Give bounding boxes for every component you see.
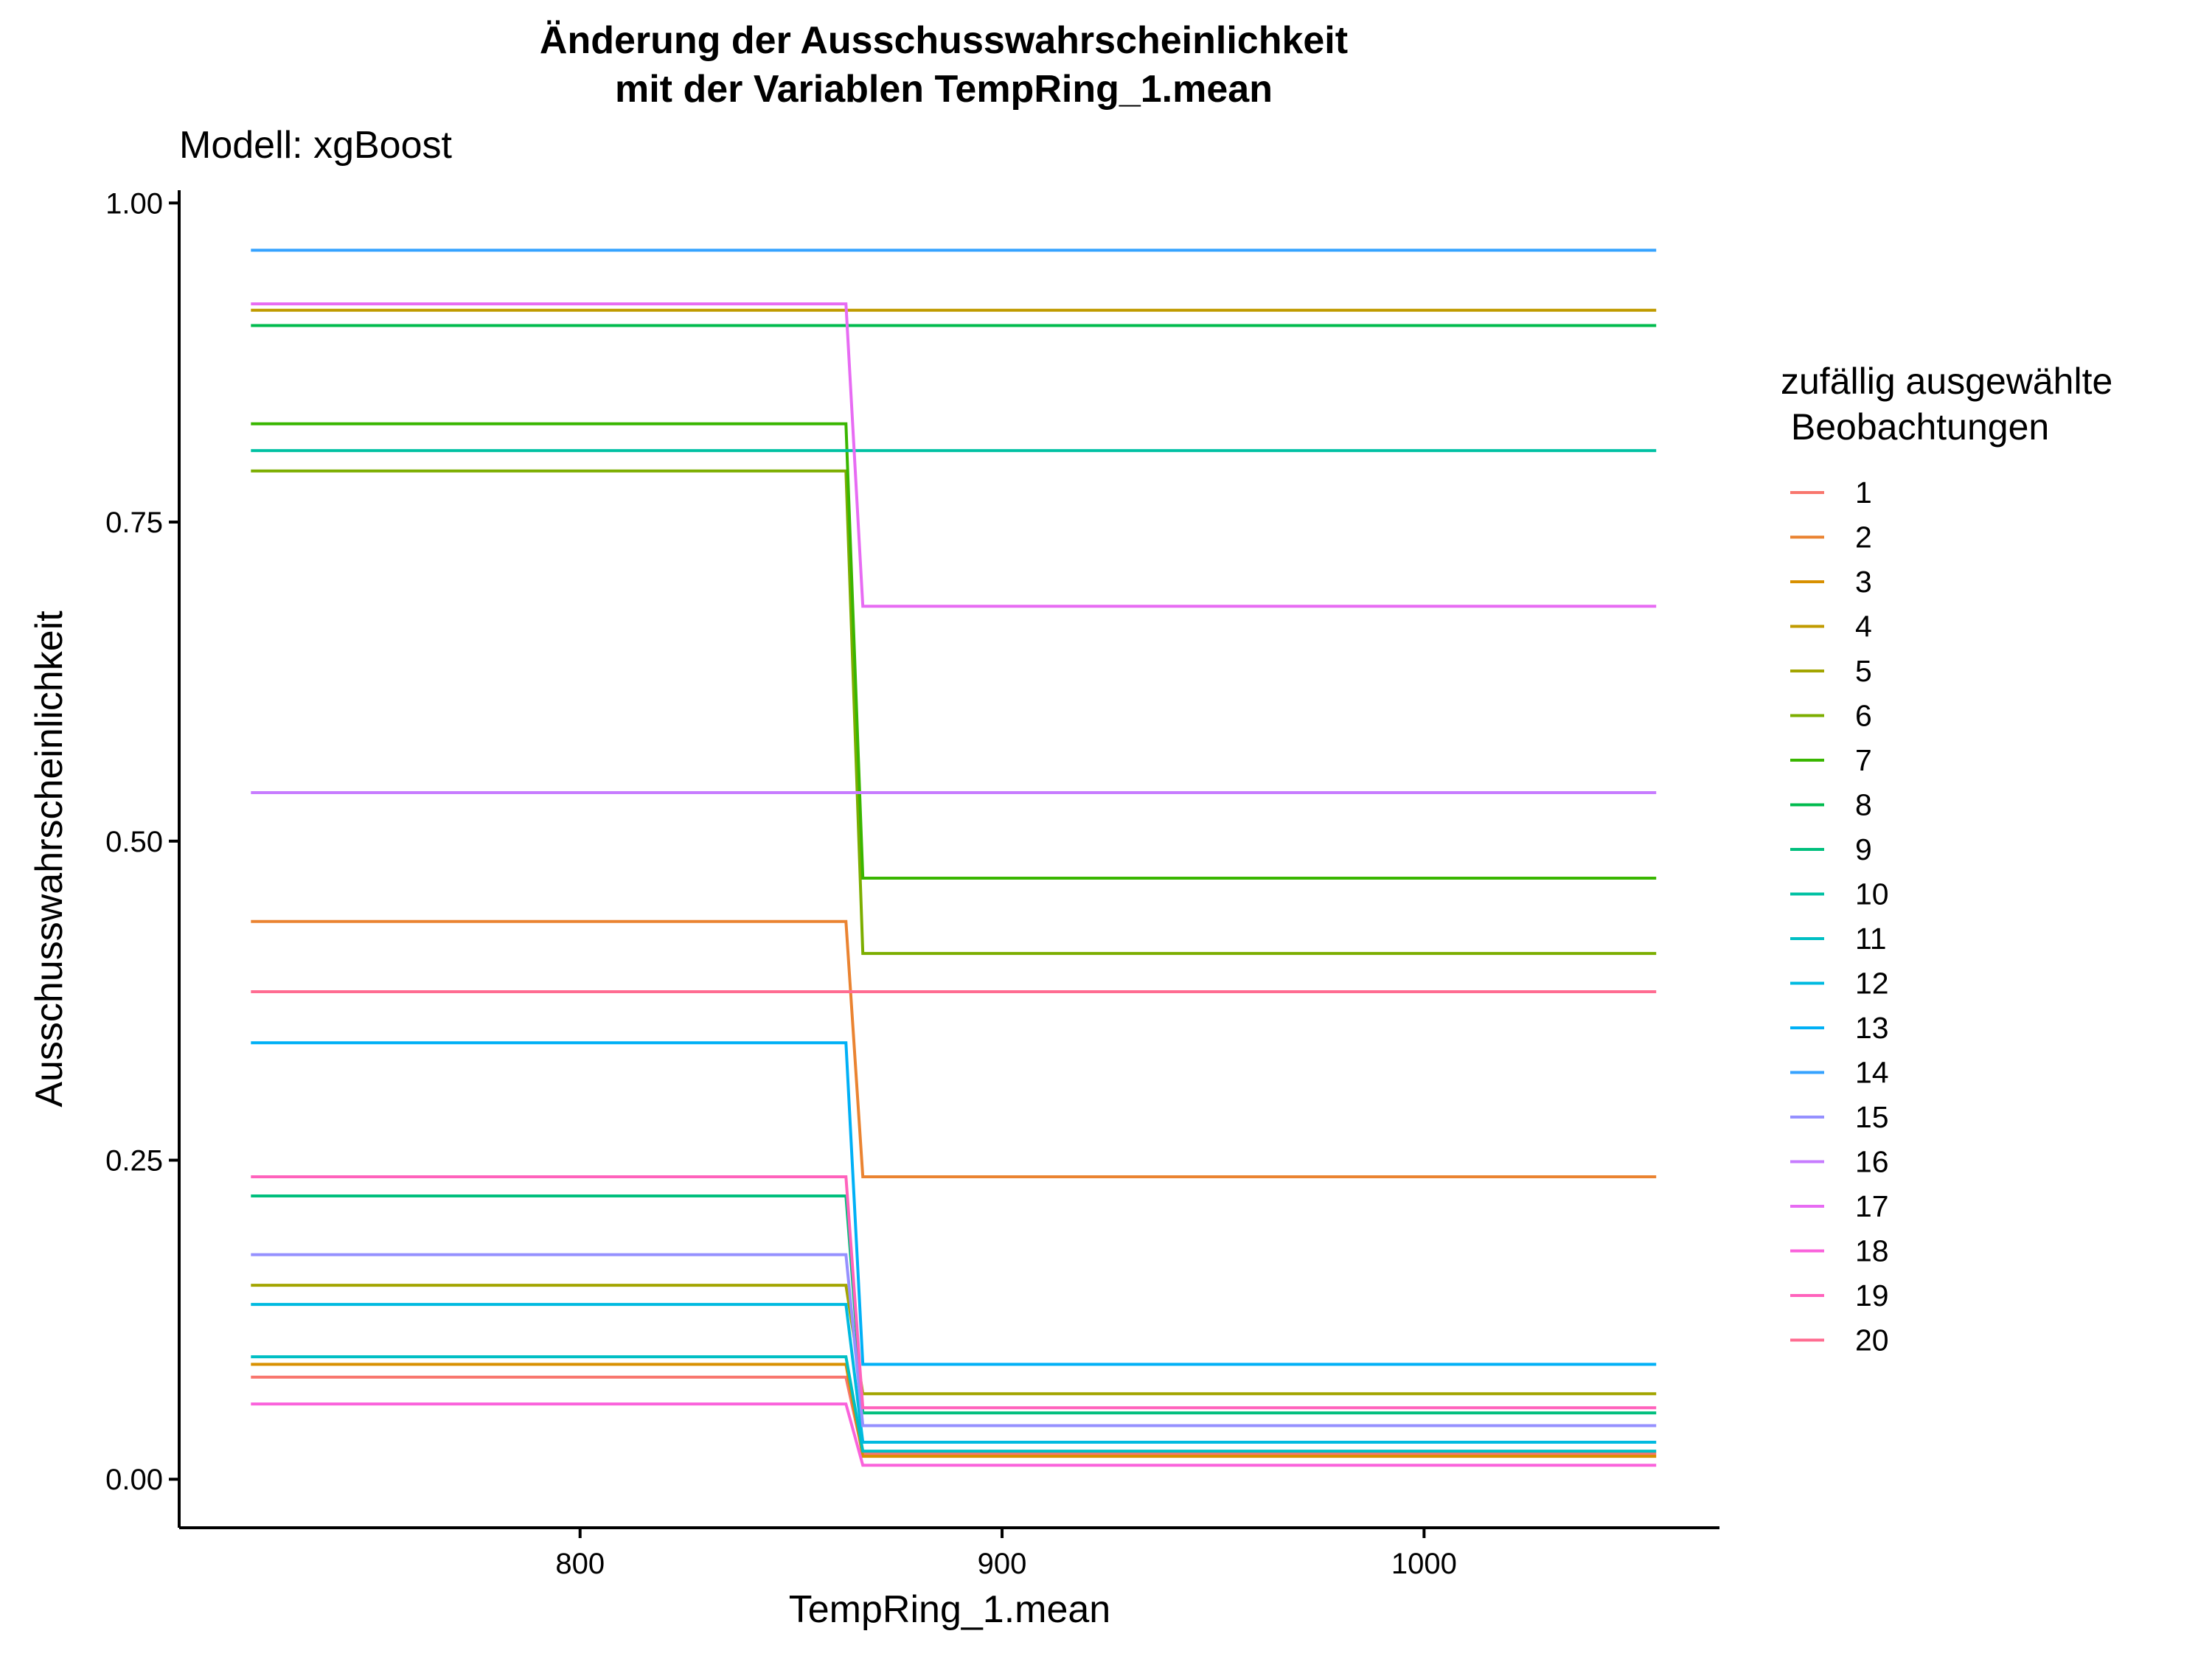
- x-tick-label: 1000: [1391, 1548, 1457, 1580]
- y-tick-label: 1.00: [105, 187, 163, 220]
- chart-title-line2: mit der Variablen TempRing_1.mean: [615, 68, 1273, 111]
- series-line-19: [251, 1175, 1657, 1410]
- y-tick-label: 0.50: [105, 826, 163, 858]
- legend-label-5: 5: [1855, 654, 1872, 688]
- series-line-12: [251, 1303, 1657, 1444]
- y-tick-label: 0.25: [105, 1144, 163, 1177]
- x-axis-title: TempRing_1.mean: [789, 1588, 1110, 1631]
- series-line-11: [251, 1355, 1657, 1453]
- legend-title-line1: zufällig ausgewählte: [1781, 361, 2112, 402]
- series-line-13: [251, 1041, 1657, 1366]
- plot-lines: [251, 248, 1657, 1467]
- legend-label-1: 1: [1855, 476, 1872, 509]
- chart-subtitle: Modell: xgBoost: [179, 124, 453, 167]
- x-tick-label: 900: [978, 1548, 1027, 1580]
- legend-label-19: 19: [1855, 1279, 1889, 1312]
- series-line-17: [251, 302, 1657, 608]
- x-tick-label: 800: [555, 1548, 605, 1580]
- legend-label-3: 3: [1855, 565, 1872, 599]
- legend-label-11: 11: [1855, 922, 1887, 956]
- legend-label-4: 4: [1855, 610, 1872, 644]
- y-tick-label: 0.00: [105, 1464, 163, 1496]
- legend-label-10: 10: [1855, 877, 1889, 911]
- series-line-7: [251, 422, 1657, 880]
- legend-label-9: 9: [1855, 832, 1872, 866]
- series-line-6: [251, 469, 1657, 956]
- x-ticks: 800 900 1000: [555, 1528, 1457, 1580]
- legend-label-2: 2: [1855, 521, 1872, 554]
- legend-label-20: 20: [1855, 1324, 1889, 1357]
- legend-label-8: 8: [1855, 788, 1872, 822]
- legend-label-7: 7: [1855, 743, 1872, 777]
- y-ticks: 0.00 0.25 0.50 0.75 1.00: [105, 187, 179, 1496]
- legend-label-18: 18: [1855, 1234, 1889, 1268]
- legend-label-14: 14: [1855, 1056, 1889, 1090]
- legend-title-line2: Beobachtungen: [1781, 406, 2049, 448]
- legend-label-12: 12: [1855, 967, 1889, 1001]
- legend: zufällig ausgewählte Beobachtungen 12345…: [1781, 361, 2112, 1357]
- y-tick-label: 0.75: [105, 507, 163, 539]
- series-line-18: [251, 1402, 1657, 1467]
- legend-label-16: 16: [1855, 1145, 1889, 1179]
- legend-label-15: 15: [1855, 1100, 1889, 1134]
- series-line-15: [251, 1253, 1657, 1427]
- series-line-2: [251, 919, 1657, 1178]
- y-axis-title: Ausschusswahrscheinlichkeit: [28, 611, 71, 1107]
- legend-label-6: 6: [1855, 699, 1872, 733]
- chart-title-line1: Änderung der Ausschusswahrscheinlichkeit: [540, 19, 1348, 62]
- legend-label-17: 17: [1855, 1189, 1889, 1223]
- legend-label-13: 13: [1855, 1011, 1889, 1045]
